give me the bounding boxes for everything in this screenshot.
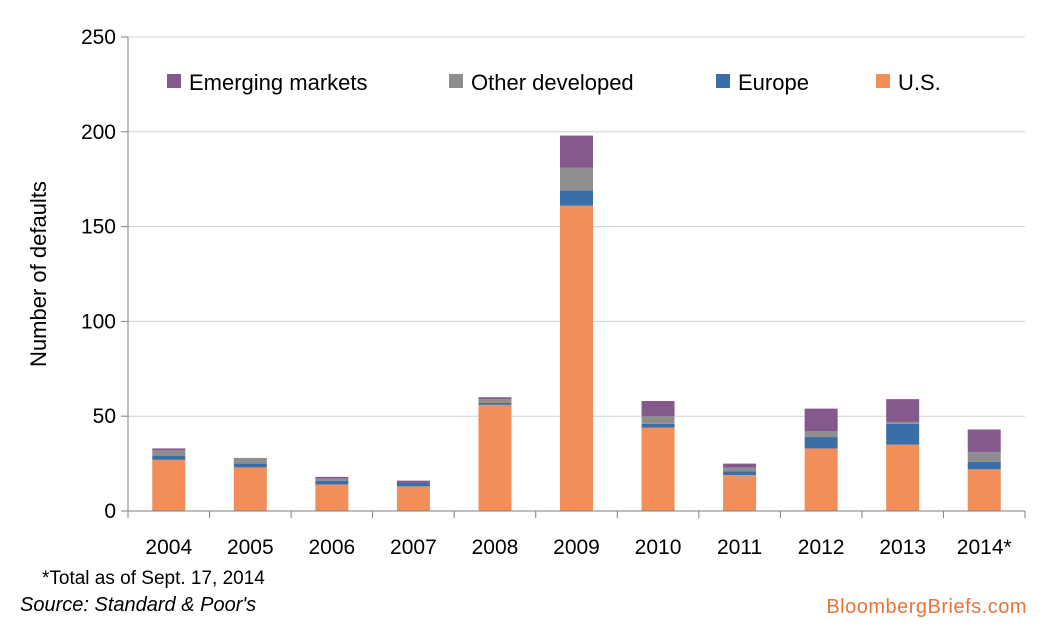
bar-segment-other-developed	[641, 416, 675, 424]
y-axis-label: Number of defaults	[26, 181, 51, 367]
x-tick-label: 2009	[553, 536, 600, 559]
y-tick-label: 50	[93, 405, 116, 428]
x-tick-label: 2005	[227, 536, 274, 559]
x-tick-label: 2013	[879, 536, 926, 559]
footnote: *Total as of Sept. 17, 2014	[42, 568, 265, 589]
bar-segment-u-s	[804, 448, 838, 511]
stacked-bar-chart: 0 50 100 150 200 250 2004 2005 2006 2007 2008 2009 2…	[26, 26, 1026, 559]
y-tick-label: 150	[81, 216, 116, 239]
legend-swatch	[876, 74, 890, 88]
bar-segment-other-developed	[478, 399, 512, 403]
bars	[152, 135, 1001, 511]
bar-segment-europe	[152, 456, 186, 460]
bar-segment-other-developed	[886, 421, 920, 424]
x-tick-label: 2012	[798, 536, 845, 559]
y-tick-label: 200	[81, 121, 116, 144]
bar-segment-emerging-markets	[478, 397, 512, 400]
bar-segment-emerging-markets	[152, 448, 186, 451]
bar-segment-emerging-markets	[804, 408, 838, 432]
bar-segment-u-s	[396, 486, 430, 511]
legend-label: Emerging markets	[189, 70, 368, 95]
bar-segment-europe	[396, 482, 430, 487]
bar-segment-u-s	[641, 427, 675, 511]
bar-segment-u-s	[967, 469, 1001, 511]
bar-segment-other-developed	[315, 478, 349, 481]
bar-segment-other-developed	[967, 452, 1001, 462]
brand-logo-text: BloombergBriefs.com	[826, 596, 1027, 618]
bar-segment-europe	[967, 461, 1001, 470]
legend-label: U.S.	[898, 70, 941, 95]
bar-segment-europe	[641, 423, 675, 428]
bar-segment-emerging-markets	[641, 401, 675, 417]
bar-segment-europe	[478, 402, 512, 405]
axes: 0 50 100 150 200 250 2004 2005 2006 2007 2008 2009 2…	[81, 26, 1026, 559]
x-tick-label: 2014*	[957, 536, 1012, 559]
source-note: Source: Standard & Poor's	[20, 594, 257, 616]
legend-swatch	[449, 74, 463, 88]
bar-segment-u-s	[560, 205, 593, 511]
bar-segment-other-developed	[723, 467, 757, 472]
bar-segment-other-developed	[804, 431, 838, 438]
bar-segment-europe	[560, 190, 593, 206]
x-tick-label: 2008	[472, 536, 519, 559]
legend-label: Other developed	[471, 70, 634, 95]
legend-label: Europe	[738, 70, 809, 95]
bar-segment-emerging-markets	[886, 399, 920, 422]
legend: Emerging markets Other developed Europe U.S…	[167, 70, 941, 95]
x-tick-label: 2011	[717, 536, 762, 559]
legend-swatch	[716, 74, 730, 88]
bar-segment-emerging-markets	[396, 480, 430, 483]
bar-segment-emerging-markets	[315, 476, 349, 479]
y-tick-label: 0	[104, 500, 116, 523]
bar-segment-europe	[723, 471, 757, 475]
bar-segment-emerging-markets	[560, 135, 593, 168]
bar-segment-europe	[315, 480, 349, 485]
bar-segment-europe	[886, 423, 920, 445]
bar-segment-u-s	[478, 404, 512, 511]
bar-segment-other-developed	[152, 450, 186, 457]
bar-segment-u-s	[723, 474, 757, 511]
x-tick-label: 2010	[635, 536, 682, 559]
bar-segment-emerging-markets	[723, 463, 757, 468]
bar-segment-other-developed	[233, 457, 267, 464]
x-tick-label: 2007	[390, 536, 437, 559]
x-tick-label: 2004	[145, 536, 192, 559]
bar-segment-u-s	[886, 444, 920, 511]
y-tick-label: 100	[81, 310, 116, 333]
bar-segment-other-developed	[560, 167, 593, 191]
bar-segment-u-s	[233, 467, 267, 511]
bar-segment-europe	[233, 463, 267, 468]
bar-segment-u-s	[152, 459, 186, 511]
bar-segment-europe	[804, 437, 838, 449]
bar-segment-u-s	[315, 484, 349, 511]
legend-swatch	[167, 74, 181, 88]
bar-segment-emerging-markets	[967, 429, 1001, 453]
y-tick-label: 250	[81, 26, 116, 49]
x-tick-label: 2006	[309, 536, 356, 559]
